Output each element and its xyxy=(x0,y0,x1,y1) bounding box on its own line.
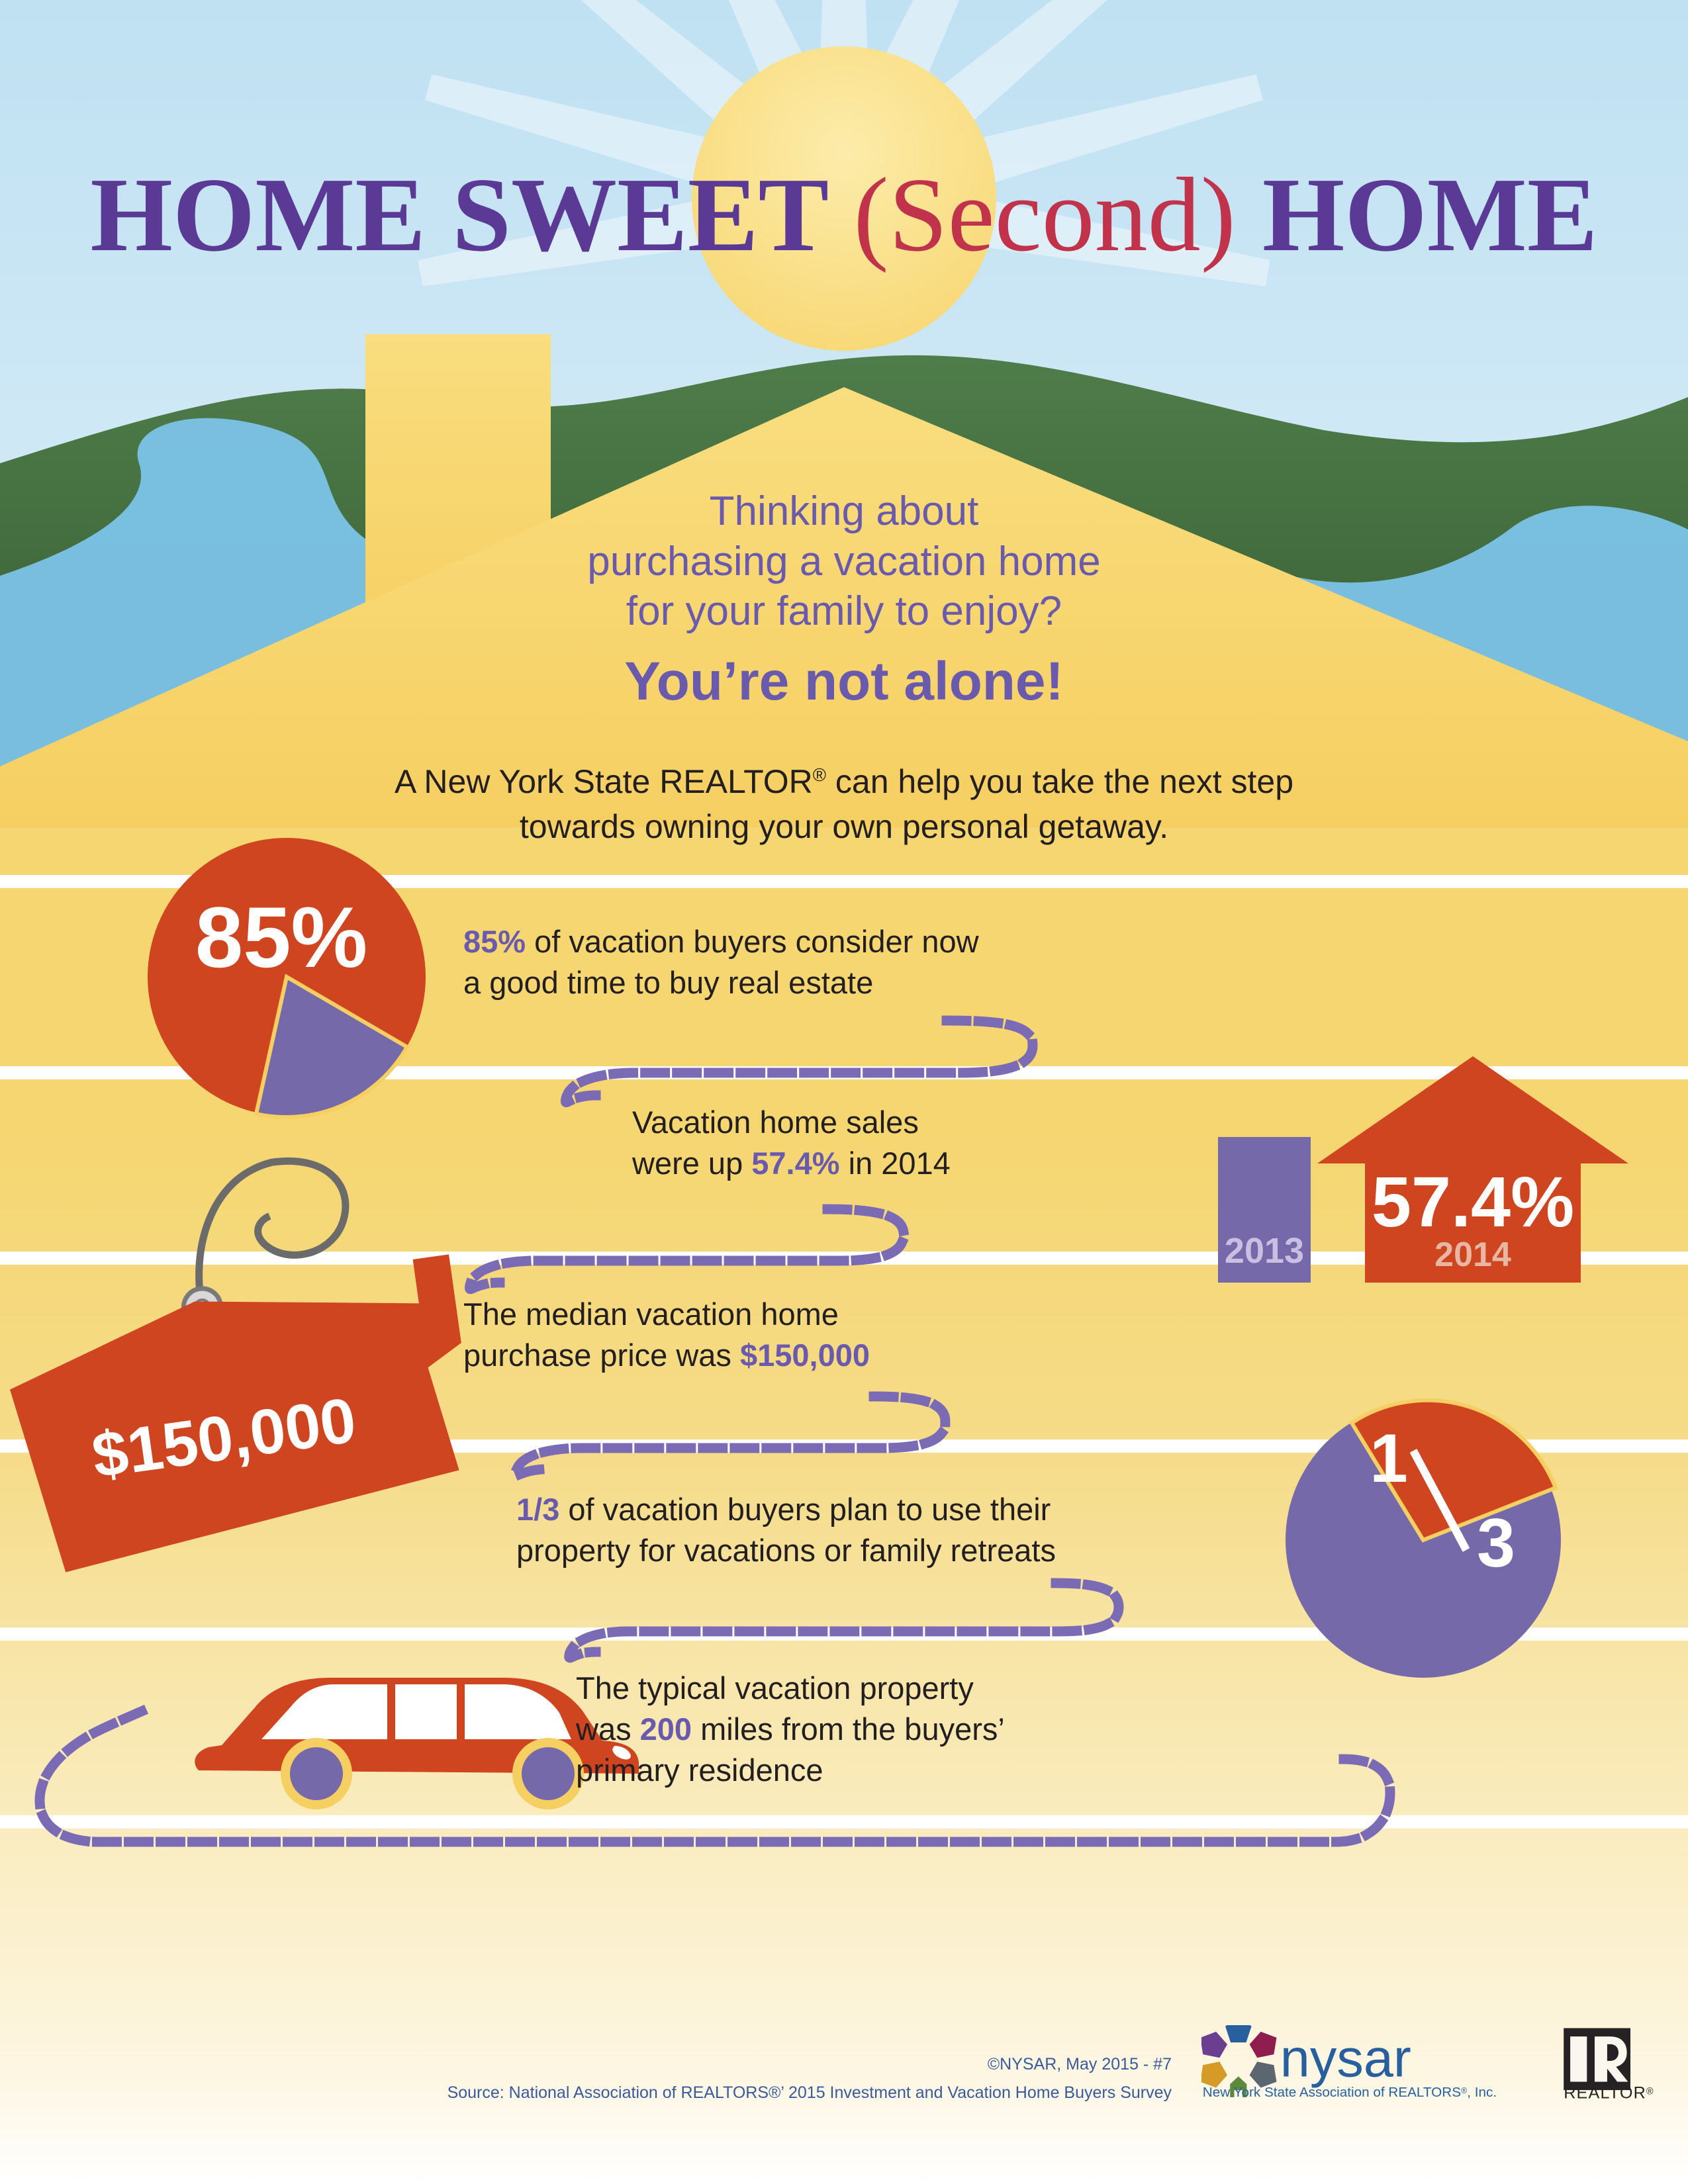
svg-text:3: 3 xyxy=(1477,1505,1515,1582)
svg-text:57.4%: 57.4% xyxy=(1372,1161,1574,1242)
svg-text:nysar: nysar xyxy=(1280,2028,1411,2088)
svg-text:1: 1 xyxy=(1370,1420,1408,1497)
svg-text:2013: 2013 xyxy=(1225,1231,1304,1271)
svg-text:85%: 85% xyxy=(195,889,367,985)
svg-text:REALTOR®: REALTOR® xyxy=(1564,2084,1654,2103)
svg-text:2014: 2014 xyxy=(1434,1236,1511,1274)
svg-text:New York State Association of: New York State Association of REALTORS®,… xyxy=(1203,2085,1497,2100)
